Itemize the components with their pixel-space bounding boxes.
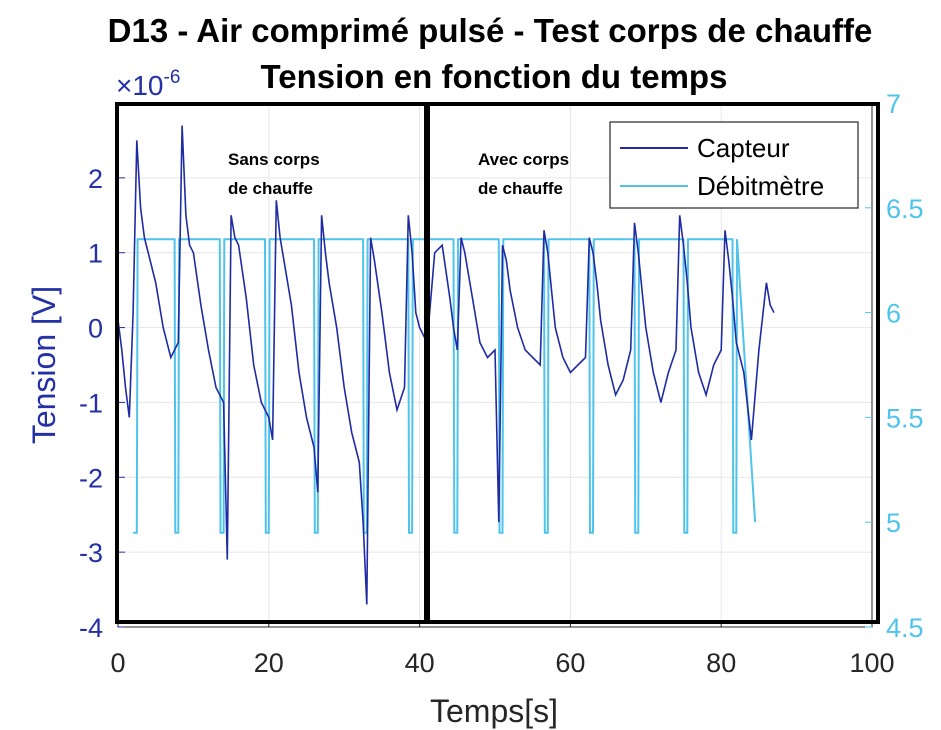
annotation-avec-line2: de chauffe xyxy=(478,179,563,198)
chart-subtitle: Tension en fonction du temps xyxy=(261,58,728,95)
x-tick-label-0: 0 xyxy=(110,648,125,678)
chart-title: D13 - Air comprimé pulsé - Test corps de… xyxy=(108,12,873,49)
y-right-tick-label-2: 5.5 xyxy=(886,403,924,433)
x-tick-label-2: 40 xyxy=(405,648,435,678)
annotation-box-avec xyxy=(426,102,880,624)
annotation-avec-line1: Avec corps xyxy=(478,150,569,169)
legend-label-debitmetre: Débitmètre xyxy=(697,171,824,201)
y-exponent-power: -6 xyxy=(164,67,181,88)
y-right-tick-label-5: 7 xyxy=(886,89,901,119)
y-left-axis-ticks: -4 -3 -2 -1 0 1 2 xyxy=(79,164,125,643)
y-exponent-label: ×10-6 xyxy=(116,67,180,101)
legend-label-capteur: Capteur xyxy=(697,133,790,163)
y-left-tick-label-0: -4 xyxy=(79,613,103,643)
series-debitmetre-line xyxy=(133,238,757,534)
y-left-tick-label-1: -3 xyxy=(79,538,103,568)
y-exponent-base: ×10 xyxy=(116,70,164,101)
legend: Capteur Débitmètre xyxy=(609,121,859,209)
annotation-sans-line2: de chauffe xyxy=(228,179,313,198)
y-left-tick-label-3: -1 xyxy=(79,388,103,418)
x-tick-label-5: 100 xyxy=(849,648,894,678)
legend-box xyxy=(609,121,859,209)
annotation-sans-line1: Sans corps xyxy=(228,150,320,169)
y-left-tick-label-2: -2 xyxy=(79,463,103,493)
x-tick-label-4: 80 xyxy=(706,648,736,678)
x-axis-label: Temps[s] xyxy=(430,693,558,729)
y-left-tick-label-5: 1 xyxy=(88,239,103,269)
y-left-tick-label-6: 2 xyxy=(88,164,103,194)
y-left-tick-label-4: 0 xyxy=(88,314,103,344)
x-tick-label-1: 20 xyxy=(254,648,284,678)
x-tick-label-3: 60 xyxy=(555,648,585,678)
y-right-tick-label-0: 4.5 xyxy=(886,613,924,643)
series-capteur-line xyxy=(117,125,775,605)
x-axis-ticks: 0 20 40 60 80 100 xyxy=(110,620,895,678)
y-right-tick-label-1: 5 xyxy=(886,508,901,538)
y-right-tick-label-4: 6.5 xyxy=(886,194,924,224)
y-right-tick-label-3: 6 xyxy=(886,299,901,329)
y-left-axis-label: Tension [V] xyxy=(26,286,62,444)
y-right-axis-ticks: 4.5 5 5.5 6 6.5 7 xyxy=(865,89,924,643)
